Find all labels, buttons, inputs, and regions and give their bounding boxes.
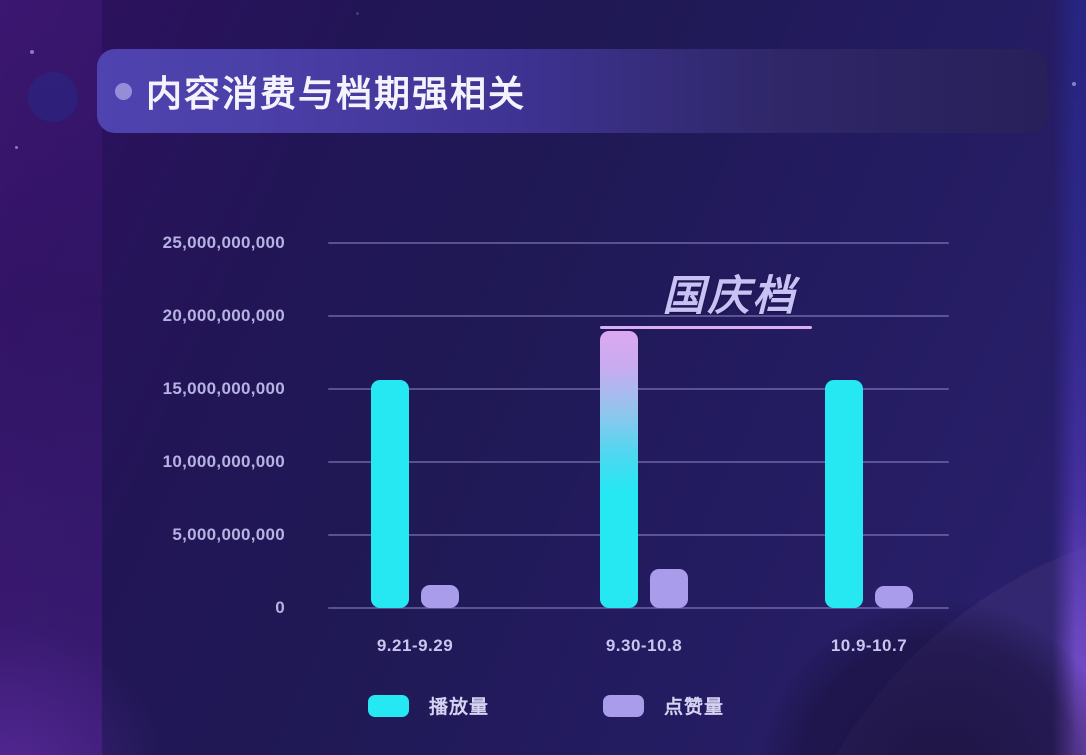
background-left-band bbox=[0, 0, 102, 755]
gridline bbox=[328, 242, 949, 244]
y-axis-tick-label: 10,000,000,000 bbox=[162, 452, 285, 471]
legend-label: 播放量 bbox=[429, 697, 490, 718]
page-title: 内容消费与档期强相关 bbox=[146, 73, 527, 114]
title-banner: 内容消费与档期强相关 bbox=[97, 49, 1047, 133]
background-right-glow bbox=[1052, 0, 1086, 755]
star-dot bbox=[15, 146, 18, 149]
star-dot bbox=[30, 50, 34, 54]
gridline bbox=[328, 461, 949, 463]
legend-item: 点赞量 bbox=[603, 692, 724, 719]
x-axis-category-label: 10.9-10.7 bbox=[830, 636, 908, 655]
y-axis-tick-label: 15,000,000,000 bbox=[162, 379, 285, 398]
x-axis-category-label: 9.21-9.29 bbox=[376, 636, 454, 655]
y-axis-tick-label: 5,000,000,000 bbox=[172, 525, 285, 544]
background-circle bbox=[28, 72, 78, 122]
bar-play bbox=[600, 330, 638, 608]
star-dot bbox=[1072, 82, 1076, 86]
y-axis-tick-label: 0 bbox=[275, 598, 285, 617]
annotation-underline bbox=[600, 326, 812, 329]
bar-like bbox=[875, 586, 913, 608]
bullet-dot-icon bbox=[115, 82, 132, 100]
legend-swatch-icon bbox=[368, 694, 409, 717]
bar-play bbox=[371, 380, 409, 608]
bar-like bbox=[421, 584, 459, 608]
gridline bbox=[328, 315, 949, 317]
bar-like bbox=[650, 568, 688, 608]
gridline bbox=[328, 534, 949, 536]
gridline bbox=[328, 388, 949, 390]
y-axis-tick-label: 25,000,000,000 bbox=[162, 233, 285, 252]
legend-item: 播放量 bbox=[368, 692, 489, 719]
annotation-label: 国庆档 bbox=[662, 272, 798, 319]
star-dot bbox=[356, 12, 359, 15]
x-axis-category-label: 9.30-10.8 bbox=[605, 636, 683, 655]
bar-play bbox=[825, 380, 863, 608]
legend-swatch-icon bbox=[603, 694, 644, 717]
gridline bbox=[328, 607, 949, 609]
legend-label: 点赞量 bbox=[664, 697, 725, 718]
y-axis-tick-label: 20,000,000,000 bbox=[162, 306, 285, 325]
